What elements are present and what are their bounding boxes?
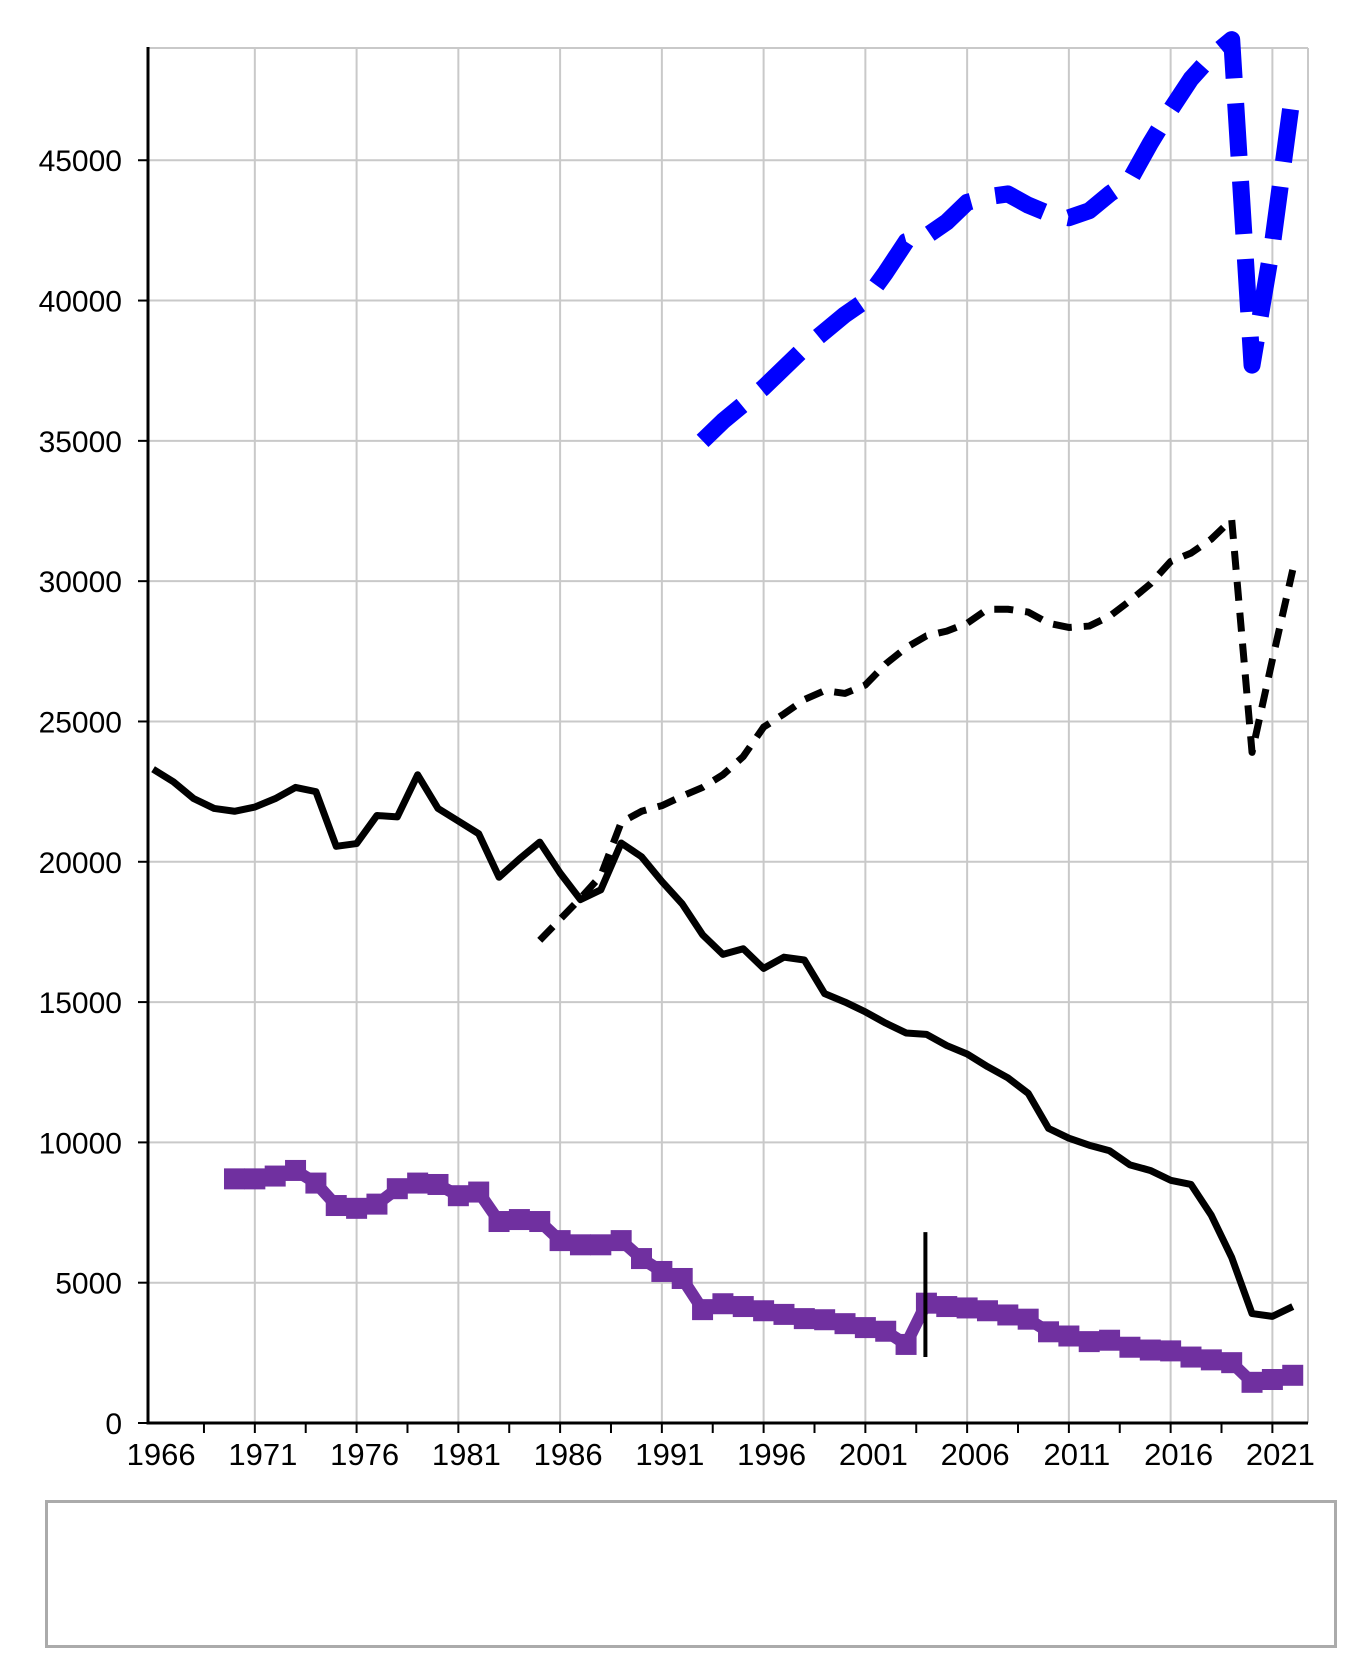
series-marker — [427, 1173, 449, 1195]
series-marker — [590, 1234, 612, 1256]
series-marker — [793, 1308, 815, 1330]
series-marker — [468, 1181, 490, 1203]
x-tick-label: 2016 — [1144, 1437, 1213, 1472]
series-marker — [1221, 1352, 1243, 1374]
series-marker — [488, 1211, 510, 1233]
y-tick-label: 10000 — [39, 1127, 122, 1160]
x-tick-label: 1991 — [635, 1437, 704, 1472]
series-marker — [732, 1296, 754, 1318]
series-marker — [529, 1211, 551, 1233]
series-marker — [956, 1297, 978, 1319]
y-tick-label: 45000 — [39, 145, 122, 178]
series-marker — [1017, 1308, 1039, 1330]
series-marker — [569, 1234, 591, 1256]
legend: Fatal & adjusted serious accidents All i… — [45, 1500, 1337, 1648]
series-marker — [997, 1304, 1019, 1326]
series-marker — [1241, 1371, 1263, 1393]
x-tick-label: 2021 — [1246, 1437, 1315, 1472]
series-marker — [1038, 1321, 1060, 1343]
series-marker — [773, 1303, 795, 1325]
series-marker — [1078, 1331, 1100, 1353]
series-marker — [610, 1230, 632, 1252]
y-tick-label: 25000 — [39, 706, 122, 739]
x-tick-label: 1981 — [432, 1437, 501, 1472]
series-marker — [854, 1317, 876, 1339]
series-marker — [1119, 1336, 1141, 1358]
y-tick-label: 5000 — [55, 1268, 122, 1301]
series-line-traffic-all-roads — [696, 31, 1302, 447]
series-marker — [651, 1260, 673, 1282]
y-tick-label: 15000 — [39, 987, 122, 1020]
series-marker — [1261, 1369, 1283, 1391]
y-tick-label: 20000 — [39, 847, 122, 880]
y-tick-label: 35000 — [39, 426, 122, 459]
series-line-traffic-m-and-a-roads — [537, 515, 1297, 943]
series-marker — [223, 1168, 245, 1190]
series-marker — [1160, 1340, 1182, 1362]
series-marker — [814, 1309, 836, 1331]
x-tick-label: 2001 — [839, 1437, 908, 1472]
x-tick-label: 1966 — [127, 1437, 196, 1472]
series-marker — [264, 1165, 286, 1187]
series-marker — [346, 1197, 368, 1219]
x-tick-label: 1971 — [228, 1437, 297, 1472]
series-marker — [875, 1320, 897, 1342]
series-marker — [631, 1248, 653, 1270]
series-marker — [1058, 1325, 1080, 1347]
series-marker — [692, 1299, 714, 1321]
series-marker — [1139, 1339, 1161, 1361]
series-marker — [407, 1172, 429, 1194]
series-marker — [671, 1267, 693, 1289]
series-marker — [753, 1300, 775, 1322]
series-marker — [325, 1195, 347, 1217]
series-marker — [549, 1230, 571, 1252]
series-marker — [895, 1333, 917, 1355]
series-marker — [305, 1172, 327, 1194]
series-marker — [386, 1178, 408, 1200]
series-marker — [936, 1296, 958, 1318]
series-marker — [244, 1168, 266, 1190]
y-tick-label: 30000 — [39, 566, 122, 599]
series-marker — [1180, 1346, 1202, 1368]
series-marker — [1200, 1349, 1222, 1371]
x-tick-label: 2006 — [941, 1437, 1010, 1472]
series-marker — [366, 1193, 388, 1215]
x-tick-label: 2011 — [1044, 1437, 1111, 1472]
x-tick-label: 1976 — [330, 1437, 399, 1472]
y-tick-label: 40000 — [39, 286, 122, 319]
series-marker — [508, 1209, 530, 1231]
x-tick-label: 1986 — [534, 1437, 603, 1472]
y-tick-label: 0 — [105, 1408, 122, 1441]
series-marker — [834, 1313, 856, 1335]
series-line-all-injury-accidents — [151, 766, 1295, 1320]
series-marker — [976, 1300, 998, 1322]
series-marker — [285, 1159, 307, 1181]
series-marker — [712, 1293, 734, 1315]
series-marker — [447, 1185, 469, 1207]
series-marker — [1099, 1329, 1121, 1351]
series-marker — [1282, 1364, 1304, 1386]
x-tick-label: 1996 — [737, 1437, 806, 1472]
